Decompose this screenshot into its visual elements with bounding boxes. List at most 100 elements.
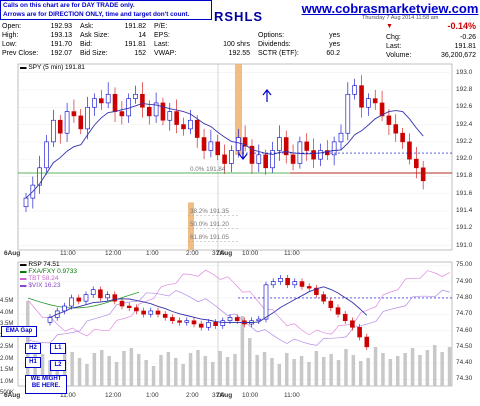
volume-bar	[218, 351, 222, 386]
price-chart-svg	[17, 63, 453, 251]
price-candle	[359, 85, 364, 108]
rsp-candle	[83, 294, 89, 302]
indicator-y-tick: 74.30	[456, 375, 473, 383]
volume-bar	[373, 347, 378, 386]
price-candle	[194, 119, 200, 138]
volume-bar	[381, 353, 385, 386]
rsp-candle	[234, 317, 240, 322]
price-y-tick: 191.2	[456, 224, 473, 232]
price-candle	[188, 119, 193, 130]
price-candle	[277, 137, 282, 151]
high-label: High:	[2, 32, 19, 39]
price-candle	[297, 141, 303, 164]
volume-bar	[100, 350, 104, 386]
rsp-candle	[306, 286, 312, 289]
price-candle	[352, 85, 357, 95]
volume-bar	[144, 360, 148, 386]
disclaimer-line-2: Arrows are for DIRECTION ONLY, time and …	[3, 11, 190, 18]
volume-axis-tick: 1.0M	[0, 378, 14, 385]
price-y-tick: 192.2	[456, 137, 473, 145]
price-time-axis: 6Aug 11:00 12:00 1:00 2:00 3:00 7Aug 10:00 11:00	[0, 250, 480, 260]
rsp-candle	[350, 320, 355, 328]
options-value: yes	[329, 32, 340, 39]
percent-change: -0.14%	[447, 21, 476, 31]
volume-bar	[410, 348, 415, 386]
we-might-be-here-label: WE MIGHT BE HERE.	[25, 375, 67, 394]
volume-bar	[418, 355, 422, 386]
bid-size-value: 152	[134, 50, 146, 57]
disclaimer-line-1: Calls on this chart are for DAY TRADE on…	[3, 2, 135, 9]
indicator-y-tick: 74.40	[456, 359, 473, 367]
rsp-candle	[184, 320, 190, 323]
price-candle	[414, 158, 419, 169]
volume-bar	[151, 366, 156, 386]
price-x-tick: 12:00	[105, 250, 122, 257]
price-candle	[270, 150, 275, 169]
rsp-candle	[126, 305, 132, 308]
last-shares-value: 100 shrs	[223, 41, 250, 48]
indicator-x-tick: 1:00	[146, 392, 159, 399]
indicator-chart-svg	[17, 261, 453, 387]
volume-axis-tick: 4.5M	[0, 298, 14, 304]
volume-bar	[248, 338, 252, 386]
volume-bar	[233, 354, 237, 386]
rsp-legend: RSP 74.51	[28, 261, 60, 268]
volume-bar	[225, 357, 230, 386]
indicator-x-tick: 11:00	[60, 392, 76, 399]
down-arrow-head-icon	[238, 153, 248, 160]
price-candle	[400, 132, 405, 143]
price-candle	[304, 141, 310, 151]
indicator-y-tick: 74.50	[456, 342, 473, 350]
rsp-candle	[299, 281, 305, 287]
indicator-chart[interactable]: ▬ RSP 74.51 ▬ FXA/FXY 0.9733 ▬ TBT 58.24…	[0, 260, 480, 396]
website-link[interactable]: www.cobrasmarketview.com	[301, 1, 479, 16]
vwap-label: VWAP:	[154, 50, 177, 57]
rsp-candle	[170, 317, 175, 322]
volume-bar	[307, 362, 311, 386]
indicator-x-tick: 12:00	[105, 392, 122, 399]
volume-bar	[440, 352, 444, 386]
high-value: 193.13	[50, 32, 72, 39]
sctr-value: 60.2	[326, 50, 340, 57]
rsp-candle	[270, 281, 276, 286]
rsp-candle	[134, 307, 139, 312]
open-value: 192.93	[50, 23, 72, 30]
h2-label: H2	[25, 343, 41, 354]
tbt-legend: TBT 58.24	[28, 275, 59, 282]
ask-label: Ask:	[80, 23, 94, 30]
price-candle	[133, 93, 138, 99]
price-candle	[167, 111, 173, 121]
fib-zone-low	[188, 202, 194, 250]
price-candle	[57, 119, 63, 134]
volume-bar	[40, 354, 45, 386]
price-y-tick: 192.0	[456, 155, 473, 163]
volume-bar	[314, 351, 319, 386]
rsp-candle	[364, 336, 370, 348]
volume-bar	[344, 349, 348, 386]
price-y-tick: 191.6	[456, 189, 473, 197]
volume-bar	[188, 353, 193, 386]
price-candle	[420, 167, 426, 182]
rsp-candle	[328, 300, 334, 308]
rsp-candle	[47, 317, 53, 323]
l2-label: L2	[50, 360, 66, 371]
volume-bar	[70, 352, 74, 386]
price-x-tick: 3:00	[212, 250, 225, 257]
price-candle	[119, 111, 125, 117]
volume-bar	[359, 361, 363, 386]
price-x-tick: 11:00	[284, 250, 300, 257]
rsp-candle	[357, 326, 362, 338]
price-candle	[71, 111, 77, 117]
volume-value: 36,200,672	[440, 52, 476, 59]
top-date: Thursday 7 Aug 2014 11:58 am	[362, 15, 439, 21]
fxa-line	[27, 291, 140, 309]
volume-bar	[322, 357, 326, 386]
price-candle	[99, 98, 104, 104]
dividends-label: Dividends:	[258, 41, 291, 48]
rsp-candle	[105, 294, 110, 299]
price-candle	[208, 141, 214, 151]
price-candle	[263, 154, 268, 169]
ask-size-value: 14	[138, 32, 146, 39]
volume-bar	[255, 355, 259, 386]
price-chart[interactable]: ▬ SPY (5 min) 191.81 193.0 192.8 192.6 192.…	[0, 62, 480, 258]
